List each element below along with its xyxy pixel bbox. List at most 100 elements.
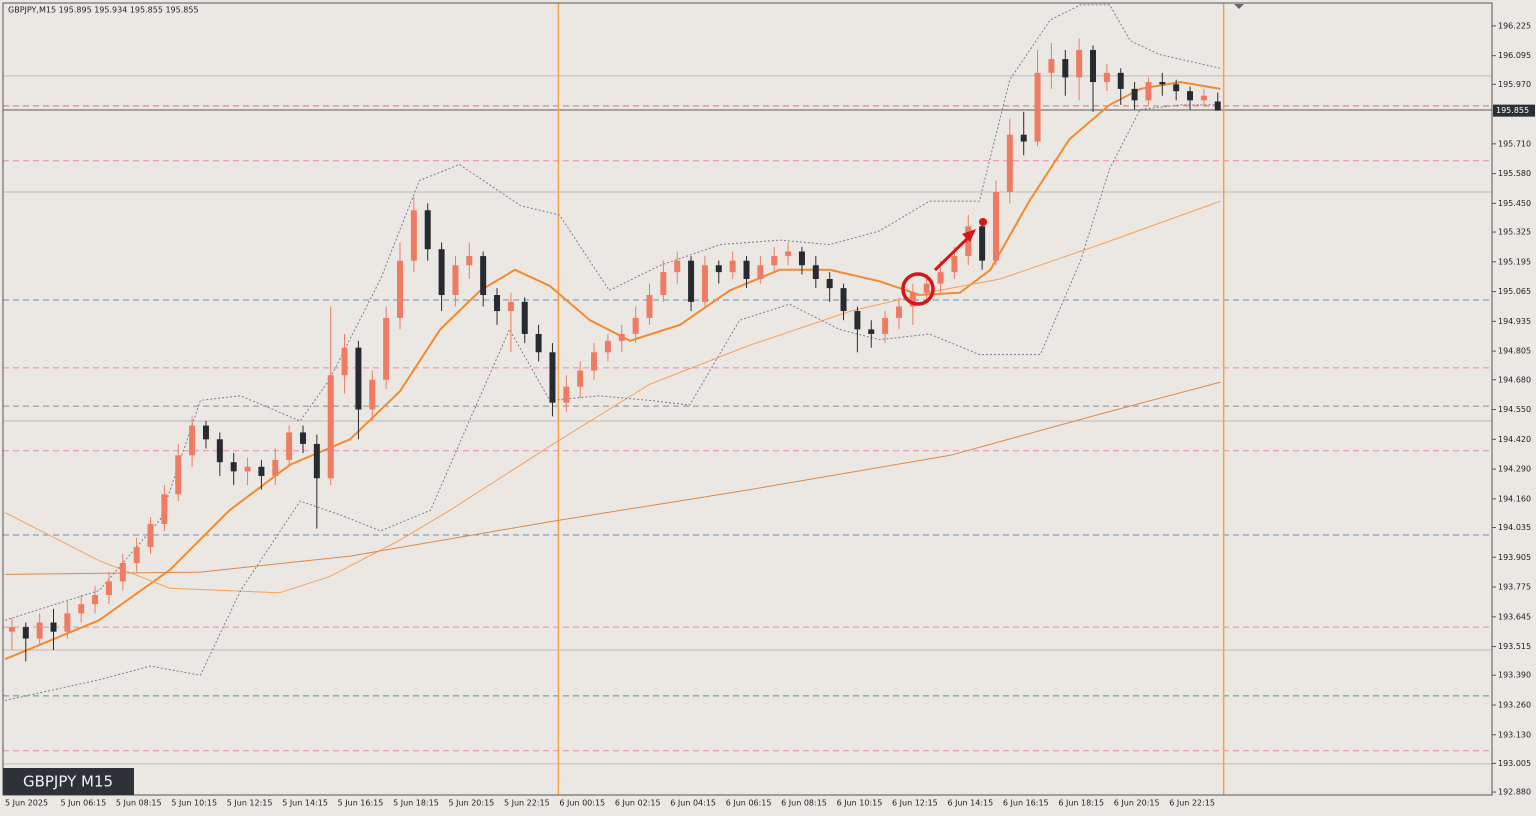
candle-body (771, 256, 778, 266)
y-tick-label: 193.260 (1498, 700, 1531, 709)
candle-body (937, 272, 944, 284)
candle-body (965, 226, 972, 257)
candle-body (992, 191, 999, 261)
indicator-line (4, 4, 1221, 621)
header: GBPJPY,M15 195.895 195.934 195.855 195.8… (8, 6, 199, 15)
candle-body (36, 622, 43, 639)
candle-body (1062, 59, 1069, 78)
x-tick-label: 5 Jun 2025 (5, 799, 48, 808)
y-tick-label: 195.710 (1498, 139, 1531, 148)
x-tick-label: 6 Jun 12:15 (892, 799, 938, 808)
candle-body (410, 210, 417, 261)
candle-body (8, 627, 15, 632)
candle-body (286, 432, 293, 460)
candle-body (452, 265, 459, 296)
arrow-head (962, 229, 976, 242)
candle-body (161, 494, 168, 525)
candle-body (1034, 72, 1041, 142)
y-tick-label: 196.095 (1498, 51, 1531, 60)
candle-body (674, 260, 681, 273)
highlight-circle (901, 272, 935, 306)
candle-body (22, 627, 29, 639)
candle-body (895, 306, 902, 318)
candle-body (798, 251, 805, 266)
candle-body (521, 301, 528, 334)
candle-body (202, 425, 209, 440)
x-tick-label: 6 Jun 02:15 (615, 799, 661, 808)
plot-frame (2, 2, 1493, 796)
candle-body (147, 524, 154, 547)
candle-body (175, 455, 182, 495)
candle-body (743, 260, 750, 279)
candle-body (979, 226, 986, 261)
candle-body (119, 562, 126, 582)
x-tick-label: 6 Jun 08:15 (781, 799, 827, 808)
y-tick-label: 194.420 (1498, 435, 1531, 444)
candle-body (882, 317, 889, 334)
candle-body (729, 260, 736, 273)
x-tick-label: 6 Jun 00:15 (559, 799, 605, 808)
y-tick-label: 193.775 (1498, 583, 1531, 592)
candle-body (757, 265, 764, 279)
y-tick-label: 193.645 (1498, 612, 1531, 621)
indicator-line (4, 381, 1221, 575)
y-tick-label: 195.195 (1498, 257, 1531, 266)
y-tick-label: 194.550 (1498, 405, 1531, 414)
candle-body (591, 352, 598, 371)
candle-body (105, 581, 112, 596)
candle-body (715, 265, 722, 273)
candle-body (785, 251, 792, 257)
candle-body (618, 333, 625, 341)
candle-body (549, 352, 556, 403)
candle-body (1117, 72, 1124, 89)
x-tick-label: 6 Jun 20:15 (1114, 799, 1160, 808)
candle-body (64, 613, 71, 632)
x-tick-label: 6 Jun 22:15 (1169, 799, 1215, 808)
candle-body (1103, 72, 1110, 83)
candle-body (646, 295, 653, 318)
candle-body (604, 340, 611, 353)
y-tick-label: 192.880 (1498, 788, 1531, 797)
y-tick-label: 195.325 (1498, 228, 1531, 237)
candle-body (1145, 82, 1152, 101)
candle-body (1090, 49, 1097, 83)
x-tick-label: 5 Jun 16:15 (338, 799, 384, 808)
y-tick-label: 195.065 (1498, 287, 1531, 296)
candle-body (466, 256, 473, 266)
candle-body (507, 301, 514, 312)
candle-body (397, 260, 404, 318)
candle-body (535, 333, 542, 353)
candle-body (688, 260, 695, 302)
x-tick-label: 6 Jun 10:15 (837, 799, 883, 808)
candle-body (1076, 49, 1083, 78)
arrow-shaft (933, 232, 974, 272)
candle-body (826, 278, 833, 289)
candle-body (341, 347, 348, 376)
y-tick-label: 194.805 (1498, 347, 1531, 356)
arrow-dot (979, 218, 987, 226)
x-tick-label: 6 Jun 16:15 (1003, 799, 1049, 808)
candle-body (1020, 134, 1027, 142)
y-tick-label: 193.005 (1498, 759, 1531, 768)
badge-box (3, 768, 134, 795)
x-tick-label: 6 Jun 06:15 (726, 799, 772, 808)
candle-body (563, 386, 570, 403)
price-tag (1493, 104, 1535, 117)
candle-body (577, 370, 584, 387)
shift-marker (1234, 4, 1244, 9)
candle-body (327, 375, 334, 479)
x-tick-label: 5 Jun 12:15 (227, 799, 273, 808)
price-axis: 196.225 196.095 195.970 195.710 195.580 195.4… (1492, 21, 1535, 797)
candle-body (812, 265, 819, 279)
candle-body (1048, 59, 1055, 73)
candle-body (868, 329, 875, 334)
candle-body (1187, 91, 1194, 101)
candle-body (1159, 82, 1166, 85)
y-tick-label: 195.580 (1498, 169, 1531, 178)
candle-body (1131, 88, 1138, 101)
x-tick-label: 6 Jun 18:15 (1058, 799, 1104, 808)
candle-body (660, 272, 667, 296)
candle-body (909, 292, 916, 307)
